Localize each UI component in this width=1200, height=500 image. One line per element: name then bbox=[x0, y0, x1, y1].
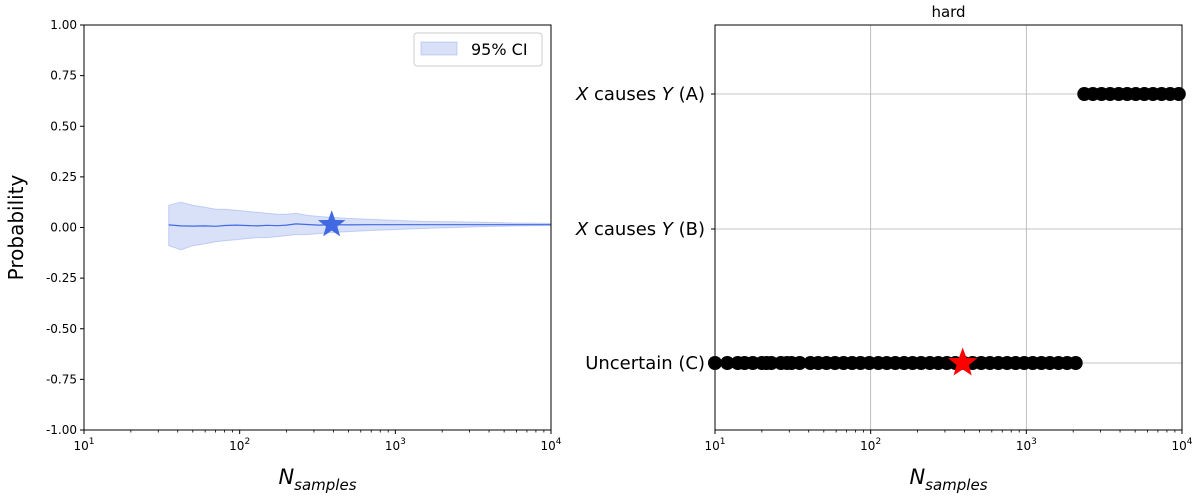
x-axis-label: Nsamples bbox=[909, 465, 987, 494]
x-tick-label: 104 bbox=[1171, 437, 1192, 453]
x-tick-label: 103 bbox=[1016, 437, 1037, 453]
mean-line bbox=[168, 223, 551, 227]
y-tick-label: -0.75 bbox=[46, 372, 77, 386]
x-axis-label: Nsamples bbox=[278, 465, 356, 494]
y-tick-label: -0.50 bbox=[46, 322, 77, 336]
point bbox=[1068, 356, 1083, 370]
x-tick-label: 102 bbox=[860, 437, 881, 453]
point bbox=[1171, 87, 1186, 101]
y-tick-label: 0.00 bbox=[50, 221, 77, 235]
y-tick-label: 1.00 bbox=[50, 18, 77, 32]
x-tick-label: 101 bbox=[73, 437, 94, 453]
y-tick-label: 0.25 bbox=[50, 170, 77, 184]
star-marker bbox=[948, 347, 978, 376]
y-tick-label: X causes Y (A) bbox=[575, 84, 705, 105]
legend-label: 95% CI bbox=[471, 40, 528, 59]
legend-box bbox=[413, 32, 543, 67]
y-tick-label: 0.50 bbox=[50, 119, 77, 133]
y-tick-label: -0.25 bbox=[46, 271, 77, 285]
point bbox=[792, 356, 807, 370]
x-tick-label: 102 bbox=[229, 437, 250, 453]
chart-title: hard bbox=[931, 3, 965, 21]
plot-frame bbox=[83, 24, 552, 431]
y-tick-label: X causes Y (B) bbox=[575, 219, 705, 240]
star-marker bbox=[317, 210, 346, 237]
category-chart: X causes Y (A) X causes Y (B) Uncertain (C… bbox=[575, 3, 1193, 494]
point bbox=[720, 356, 735, 370]
y-axis-label: Probability bbox=[4, 174, 28, 280]
y-tick-label: -1.00 bbox=[46, 423, 77, 437]
probability-chart: -1.00 -0.75 -0.50 -0.25 0.00 0.25 0.50 0.75 1.00… bbox=[4, 18, 562, 494]
x-tick-label: 103 bbox=[385, 437, 406, 453]
y-tick-label: 0.75 bbox=[50, 69, 77, 83]
y-tick-label: Uncertain (C) bbox=[585, 353, 705, 374]
legend-swatch bbox=[420, 41, 458, 56]
x-tick-label: 104 bbox=[540, 437, 561, 453]
plot-frame bbox=[714, 24, 1183, 431]
x-tick-label: 101 bbox=[704, 437, 725, 453]
point bbox=[764, 356, 779, 370]
legend: 95% CI bbox=[413, 32, 543, 67]
